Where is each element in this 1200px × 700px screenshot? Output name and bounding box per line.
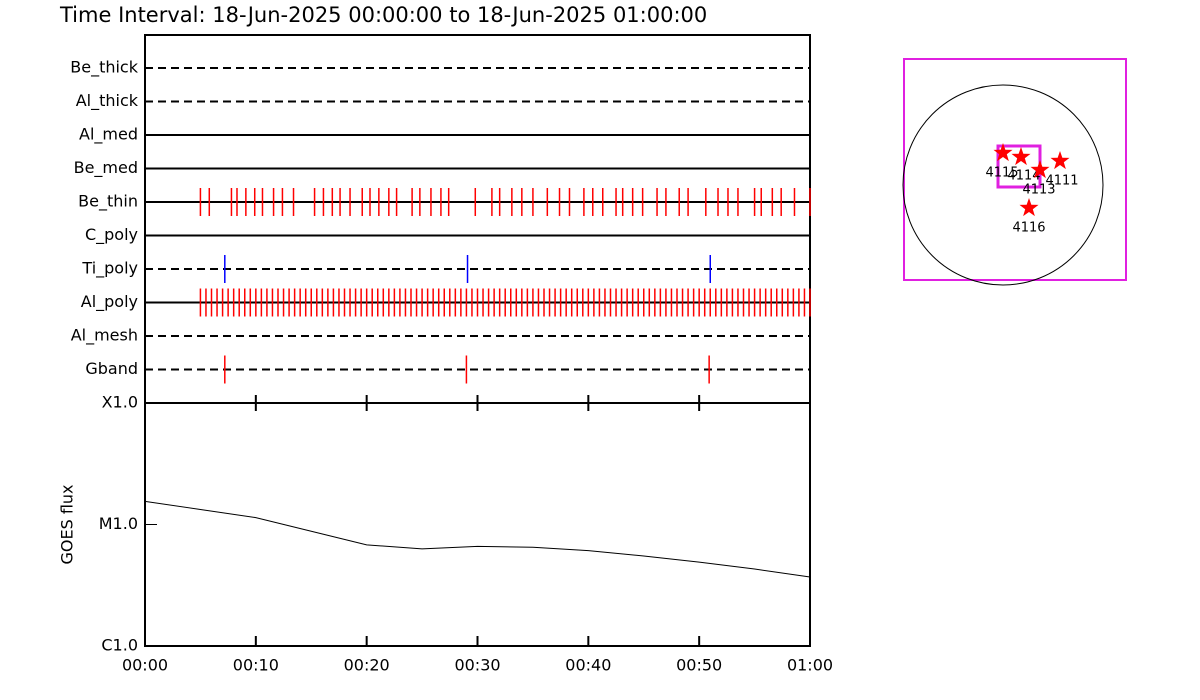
y-tick-label: X1.0 (102, 393, 138, 412)
filter-label: Al_poly (81, 292, 138, 312)
x-tick-label: 00:40 (565, 656, 611, 675)
x-tick-label: 00:00 (122, 656, 168, 675)
timeline-frame (144, 34, 811, 404)
region-star (993, 143, 1013, 162)
y-tick-label: M1.0 (99, 514, 138, 533)
x-tick-label: 00:20 (344, 656, 390, 675)
y-tick-label: C1.0 (101, 636, 138, 655)
region-star (1050, 151, 1070, 170)
x-tick-label: 00:10 (233, 656, 279, 675)
filter-label: Al_thick (76, 91, 139, 111)
filter-label: Be_thick (70, 58, 138, 78)
x-tick-label: 00:50 (676, 656, 722, 675)
goes-curve (144, 500, 811, 578)
x-tick-label: 01:00 (787, 656, 833, 675)
filter-label: Ti_poly (81, 259, 138, 279)
x-tick-label: 00:30 (454, 656, 500, 675)
goes-frame (144, 402, 811, 647)
region-star (1011, 147, 1031, 166)
region-star (1019, 198, 1039, 217)
filter-label: Gband (85, 359, 138, 378)
filter-label: Be_med (74, 158, 138, 178)
y-axis-label: GOES flux (58, 484, 77, 564)
filter-label: Al_mesh (71, 326, 138, 346)
title: Time Interval: 18-Jun-2025 00:00:00 to 1… (59, 3, 707, 27)
region-label: 4113 (1022, 183, 1055, 198)
solar-disk (902, 84, 1104, 286)
region-label: 4114 (1007, 169, 1040, 184)
region-label: 4116 (1012, 221, 1045, 236)
region-label: 4111 (1045, 174, 1078, 189)
filter-label: C_poly (85, 225, 138, 245)
region-star (1030, 160, 1050, 179)
filter-label: Al_med (79, 125, 138, 145)
region-label: 4115 (985, 166, 1018, 181)
filter-label: Be_thin (78, 192, 138, 212)
